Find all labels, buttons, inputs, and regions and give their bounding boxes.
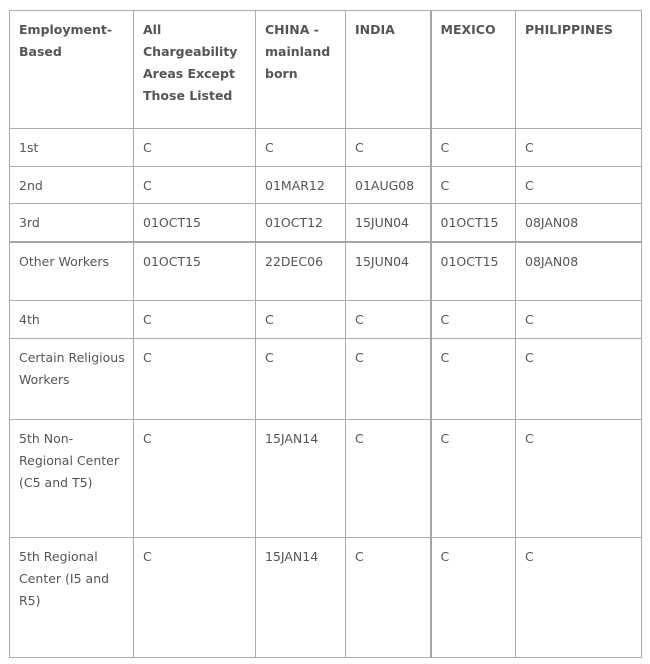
header-all-chargeability: All Chargeability Areas Except Those Lis… [133, 10, 256, 129]
visa-bulletin-table: Employment-Based All Chargeability Areas… [9, 10, 642, 658]
header-employment-based: Employment-Based [9, 10, 134, 129]
cell-philippines: C [515, 338, 642, 420]
table-row: 2nd C 01MAR12 01AUG08 C C [9, 166, 642, 204]
cell-china: 01MAR12 [255, 166, 346, 204]
cell-china: 15JAN14 [255, 419, 346, 538]
cell-all-chargeability: C [133, 338, 256, 420]
table-row: 4th C C C C C [9, 300, 642, 339]
cell-philippines: C [515, 166, 642, 204]
cell-mexico: C [429, 166, 516, 204]
cell-philippines: C [515, 537, 642, 658]
cell-india: C [345, 338, 431, 420]
cell-all-chargeability: 01OCT15 [133, 240, 256, 301]
cell-china: 01OCT12 [255, 203, 346, 242]
cell-china: 22DEC06 [255, 240, 346, 301]
cell-all-chargeability: C [133, 419, 256, 538]
cell-philippines: C [515, 128, 642, 167]
cell-philippines: C [515, 419, 642, 538]
table-row: 5th Regional Center (I5 and R5) C 15JAN14 C… [9, 537, 642, 658]
header-india: INDIA [345, 10, 431, 129]
cell-china: C [255, 300, 346, 339]
cell-mexico: C [429, 537, 516, 658]
cell-category: 2nd [9, 166, 134, 204]
cell-mexico: 01OCT15 [429, 203, 516, 242]
cell-india: C [345, 419, 431, 538]
cell-china: C [255, 128, 346, 167]
header-china: CHINA - mainland born [255, 10, 346, 129]
cell-category: 5th Regional Center (I5 and R5) [9, 537, 134, 658]
cell-category: 3rd [9, 203, 134, 242]
cell-all-chargeability: C [133, 537, 256, 658]
cell-philippines: 08JAN08 [515, 203, 642, 242]
cell-category: 5th Non-Regional Center (C5 and T5) [9, 419, 134, 538]
header-row: Employment-Based All Chargeability Areas… [9, 10, 642, 129]
cell-category: Other Workers [9, 240, 134, 301]
header-philippines: PHILIPPINES [515, 10, 642, 129]
cell-all-chargeability: C [133, 166, 256, 204]
cell-philippines: C [515, 300, 642, 339]
cell-category: 4th [9, 300, 134, 339]
cell-mexico: C [429, 300, 516, 339]
cell-india: 15JUN04 [345, 203, 431, 242]
header-mexico: MEXICO [429, 10, 516, 129]
cell-category: Certain Religious Workers [9, 338, 134, 420]
table-row: 5th Non-Regional Center (C5 and T5) C 15JA… [9, 419, 642, 538]
cell-mexico: 01OCT15 [429, 240, 516, 301]
cell-philippines: 08JAN08 [515, 240, 642, 301]
cell-mexico: C [429, 338, 516, 420]
cell-all-chargeability: C [133, 128, 256, 167]
table-row: Certain Religious Workers C C C C C [9, 338, 642, 420]
cell-india: C [345, 128, 431, 167]
cell-all-chargeability: 01OCT15 [133, 203, 256, 242]
cell-india: 01AUG08 [345, 166, 431, 204]
table-row: 3rd 01OCT15 01OCT12 15JUN04 01OCT15 08JAN08 [9, 203, 642, 242]
cell-china: 15JAN14 [255, 537, 346, 658]
cell-category: 1st [9, 128, 134, 167]
table-row: Other Workers 01OCT15 22DEC06 15JUN04 01OCT1… [9, 240, 642, 301]
cell-india: C [345, 537, 431, 658]
table-row: 1st C C C C C [9, 128, 642, 167]
cell-all-chargeability: C [133, 300, 256, 339]
cell-india: 15JUN04 [345, 240, 431, 301]
cell-india: C [345, 300, 431, 339]
cell-china: C [255, 338, 346, 420]
cell-mexico: C [429, 128, 516, 167]
cell-mexico: C [429, 419, 516, 538]
